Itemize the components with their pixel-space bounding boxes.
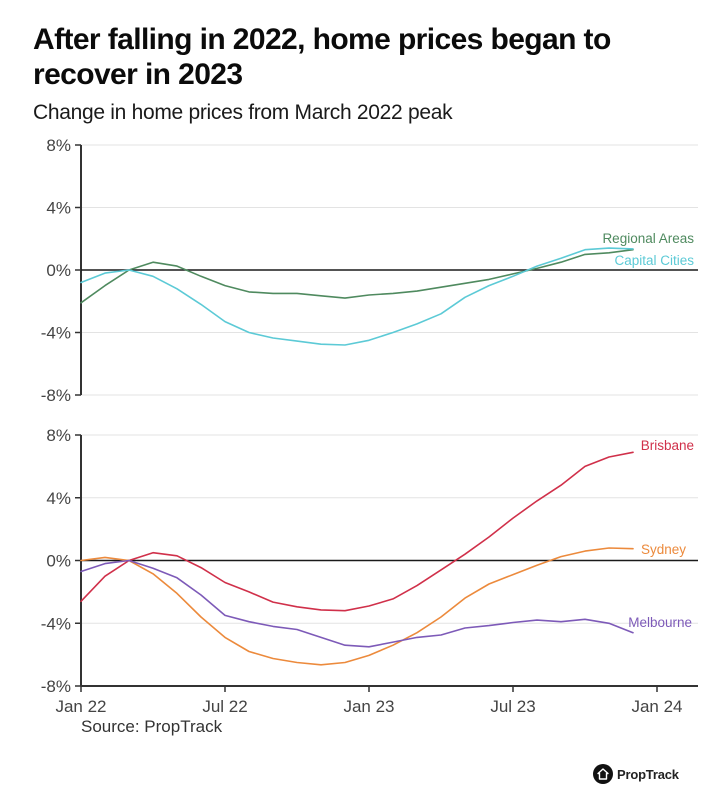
x-tick-label: Jan 24 — [631, 697, 682, 716]
source-note: Source: PropTrack — [81, 717, 223, 736]
series-line-sydney — [80, 547, 634, 666]
series-label-regional-areas: Regional Areas — [602, 231, 694, 246]
y-tick-label: -8% — [41, 677, 71, 696]
panel-top: 8% 4% 0% -4% -8% Regional Areas Capital Cities — [41, 136, 698, 405]
y-tick-label: -8% — [41, 386, 71, 405]
x-tick-label: Jul 23 — [490, 697, 535, 716]
series-line-regional-areas — [80, 248, 634, 304]
chart-title: After falling in 2022, home prices began… — [33, 23, 611, 91]
series-label-sydney: Sydney — [641, 542, 686, 557]
series-line-brisbane — [80, 451, 634, 612]
series-label-melbourne: Melbourne — [628, 615, 692, 630]
proptrack-logo: PropTrack — [593, 764, 679, 784]
y-tick-label: 0% — [46, 261, 71, 280]
series-line-capital-cities — [80, 247, 634, 346]
panel-bottom: 8% 4% 0% -4% -8% Brisbane Sydney Melbourne — [41, 426, 698, 696]
y-tick-label: 4% — [46, 489, 71, 508]
y-tick-label: 4% — [46, 199, 71, 218]
house-icon — [593, 764, 613, 784]
series-line-melbourne — [80, 559, 634, 648]
y-tick-label: 8% — [46, 136, 71, 155]
series-label-brisbane: Brisbane — [641, 438, 694, 453]
y-tick-label: -4% — [41, 614, 71, 633]
x-tick-label: Jan 23 — [343, 697, 394, 716]
x-axis: Jan 22 Jul 22 Jan 23 Jul 23 Jan 24 — [55, 685, 698, 716]
series-label-capital-cities: Capital Cities — [614, 253, 694, 268]
chart-subtitle: Change in home prices from March 2022 pe… — [33, 101, 453, 124]
logo-text: PropTrack — [617, 766, 679, 782]
y-tick-label: 0% — [46, 552, 71, 571]
y-tick-label: -4% — [41, 324, 71, 343]
x-tick-label: Jul 22 — [202, 697, 247, 716]
x-tick-label: Jan 22 — [55, 697, 106, 716]
y-tick-label: 8% — [46, 426, 71, 445]
